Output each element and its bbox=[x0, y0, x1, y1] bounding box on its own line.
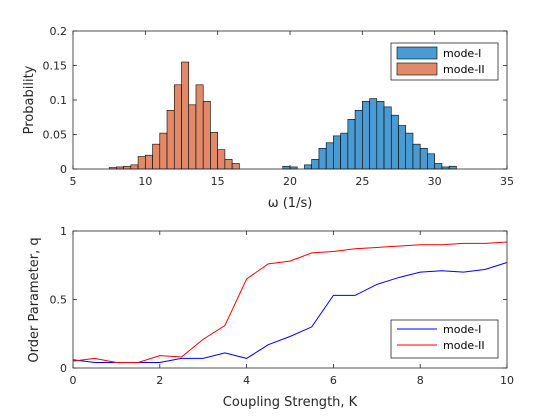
bar-mode-i-3 bbox=[304, 165, 311, 169]
bar-mode-ii-10 bbox=[182, 62, 189, 169]
x-tick-label: 35 bbox=[500, 175, 514, 188]
bar-mode-ii-12 bbox=[196, 85, 203, 169]
x-tick-label: 6 bbox=[330, 374, 337, 387]
bar-mode-ii-6 bbox=[153, 144, 160, 169]
bar-mode-i-14 bbox=[384, 107, 391, 169]
bar-mode-ii-3 bbox=[131, 165, 138, 169]
legend-label-mode-i: mode-I bbox=[443, 47, 481, 60]
bar-mode-ii-13 bbox=[203, 101, 210, 169]
bar-mode-i-15 bbox=[391, 115, 398, 169]
y-tick-label: 0 bbox=[60, 163, 67, 176]
x-tick-label: 8 bbox=[417, 374, 424, 387]
bar-mode-ii-8 bbox=[167, 110, 174, 169]
bar-mode-i-7 bbox=[333, 136, 340, 169]
line-chart-x-label: Coupling Strength, K bbox=[223, 395, 358, 410]
x-tick-label: 25 bbox=[355, 175, 369, 188]
bar-mode-ii-16 bbox=[225, 159, 232, 169]
bar-mode-i-0 bbox=[283, 166, 290, 169]
bar-mode-i-11 bbox=[362, 101, 369, 169]
x-tick-label: 4 bbox=[243, 374, 250, 387]
histogram-x-label: ω (1/s) bbox=[268, 196, 313, 211]
y-tick-label: 0.15 bbox=[43, 60, 68, 73]
x-tick-label: 5 bbox=[70, 175, 77, 188]
x-tick-label: 20 bbox=[283, 175, 297, 188]
bar-mode-ii-7 bbox=[160, 133, 167, 169]
legend-swatch-mode-i bbox=[397, 47, 437, 59]
bar-mode-ii-14 bbox=[210, 132, 217, 169]
histogram-legend: mode-I mode-II bbox=[391, 43, 498, 80]
y-tick-label: 0 bbox=[60, 362, 67, 375]
bar-mode-i-10 bbox=[355, 110, 362, 169]
x-tick-label: 0 bbox=[70, 374, 77, 387]
bar-mode-i-16 bbox=[399, 126, 406, 169]
bar-mode-i-23 bbox=[449, 166, 456, 169]
legend-label-mode-ii: mode-II bbox=[443, 63, 485, 76]
bar-mode-ii-17 bbox=[232, 163, 239, 169]
histogram-y-label: Probability bbox=[22, 65, 37, 134]
bar-mode-i-4 bbox=[312, 159, 319, 169]
bar-mode-i-18 bbox=[413, 144, 420, 169]
legend-label-mode-i: mode-I bbox=[443, 323, 481, 336]
bar-mode-i-20 bbox=[427, 154, 434, 169]
y-tick-label: 0.5 bbox=[50, 294, 68, 307]
line-chart-legend: mode-I mode-II bbox=[391, 320, 498, 358]
y-tick-label: 0.1 bbox=[50, 94, 68, 107]
y-tick-label: 1 bbox=[60, 225, 67, 238]
bar-mode-ii-15 bbox=[218, 150, 225, 169]
x-tick-label: 15 bbox=[211, 175, 225, 188]
bar-mode-i-17 bbox=[406, 133, 413, 169]
line-chart-y-label: Order Parameter, q bbox=[27, 237, 42, 362]
legend-swatch-mode-ii bbox=[397, 63, 437, 75]
bar-mode-i-6 bbox=[326, 143, 333, 169]
bar-mode-ii-5 bbox=[145, 155, 152, 169]
bar-mode-ii-4 bbox=[138, 157, 145, 169]
bar-mode-i-13 bbox=[377, 101, 384, 169]
x-tick-label: 2 bbox=[156, 374, 163, 387]
legend-label-mode-ii: mode-II bbox=[443, 339, 485, 352]
y-tick-label: 0.2 bbox=[50, 25, 68, 38]
bar-mode-ii-11 bbox=[189, 105, 196, 169]
bar-mode-i-9 bbox=[348, 119, 355, 169]
bar-mode-i-19 bbox=[420, 148, 427, 169]
bar-mode-ii-9 bbox=[174, 85, 181, 169]
x-tick-label: 10 bbox=[138, 175, 152, 188]
bar-mode-i-12 bbox=[370, 99, 377, 169]
bar-mode-ii-2 bbox=[124, 166, 131, 169]
bar-mode-i-8 bbox=[341, 133, 348, 169]
bar-mode-i-21 bbox=[435, 163, 442, 169]
x-tick-label: 10 bbox=[500, 374, 514, 387]
x-tick-label: 30 bbox=[428, 175, 442, 188]
y-tick-label: 0.05 bbox=[43, 129, 68, 142]
bar-mode-i-5 bbox=[319, 148, 326, 169]
